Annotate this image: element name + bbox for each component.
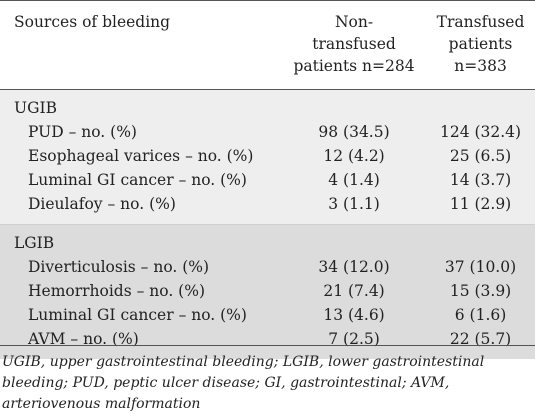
non-transfused-value: 21 (7.4) xyxy=(323,282,385,300)
non-transfused-value: 3 (1.1) xyxy=(328,195,380,213)
non-transfused-value: 12 (4.2) xyxy=(323,147,385,165)
table-row: Dieulafoy – no. (%) 3 (1.1) 11 (2.9) xyxy=(0,192,535,225)
non-transfused-value: 7 (2.5) xyxy=(328,330,380,348)
table-row: AVM – no. (%) 7 (2.5) 22 (5.7) xyxy=(0,327,535,359)
header-transfused-line-3: n=383 xyxy=(454,57,507,75)
row-label: Dieulafoy – no. (%) xyxy=(28,195,176,213)
transfused-value: 14 (3.7) xyxy=(449,171,512,189)
ugib-section: UGIB PUD – no. (%) 98 (34.5) 124 (32.4) … xyxy=(0,89,535,225)
table-row: Luminal GI cancer – no. (%) 13 (4.6) 6 (… xyxy=(0,303,535,327)
table-row: Luminal GI cancer – no. (%) 4 (1.4) 14 (… xyxy=(0,168,535,192)
lgib-section: LGIB Diverticulosis – no. (%) 34 (12.0) … xyxy=(0,224,535,359)
header-transfused-line-2: patients xyxy=(448,35,513,53)
row-label: AVM – no. (%) xyxy=(28,330,139,348)
non-transfused-value: 34 (12.0) xyxy=(318,258,390,276)
header-non-transfused-line-3: patients n=284 xyxy=(293,57,415,75)
row-label: Hemorrhoids – no. (%) xyxy=(28,282,206,300)
table-row: Diverticulosis – no. (%) 34 (12.0) 37 (1… xyxy=(0,255,535,279)
non-transfused-value: 4 (1.4) xyxy=(328,171,380,189)
empty-cell xyxy=(426,90,535,121)
table-row: Esophageal varices – no. (%) 12 (4.2) 25… xyxy=(0,144,535,168)
group-row: LGIB xyxy=(0,224,535,255)
transfused-value: 124 (32.4) xyxy=(439,123,522,141)
transfused-value: 25 (6.5) xyxy=(449,147,512,165)
table-header: Sources of bleeding Non- transfused pati… xyxy=(0,0,535,90)
non-transfused-value: 13 (4.6) xyxy=(323,306,385,324)
header-non-transfused-line-1: Non- xyxy=(334,13,374,31)
empty-cell xyxy=(282,224,427,255)
row-label: PUD – no. (%) xyxy=(28,123,137,141)
bleeding-sources-table: Sources of bleeding Non- transfused pati… xyxy=(0,0,535,359)
group-label-lgib: LGIB xyxy=(0,224,282,255)
row-label: Luminal GI cancer – no. (%) xyxy=(28,306,247,324)
table-row: Hemorrhoids – no. (%) 21 (7.4) 15 (3.9) xyxy=(0,279,535,303)
group-label-ugib: UGIB xyxy=(14,99,57,117)
empty-cell xyxy=(282,90,426,121)
transfused-value: 15 (3.9) xyxy=(449,282,512,300)
row-label: Luminal GI cancer – no. (%) xyxy=(28,171,247,189)
row-label: Esophageal varices – no. (%) xyxy=(28,147,254,165)
header-sources: Sources of bleeding xyxy=(0,0,282,90)
table-footnote: UGIB, upper gastrointestinal bleeding; L… xyxy=(0,345,535,415)
transfused-value: 6 (1.6) xyxy=(454,306,507,324)
header-row: Sources of bleeding Non- transfused pati… xyxy=(0,0,535,90)
header-non-transfused: Non- transfused patients n=284 xyxy=(282,0,427,90)
transfused-value: 37 (10.0) xyxy=(444,258,517,276)
header-transfused: Transfused patients n=383 xyxy=(426,0,535,90)
transfused-value: 11 (2.9) xyxy=(449,195,512,213)
empty-cell xyxy=(426,224,535,255)
transfused-value: 22 (5.7) xyxy=(449,330,512,348)
header-transfused-line-1: Transfused xyxy=(436,13,525,31)
table-row: PUD – no. (%) 98 (34.5) 124 (32.4) xyxy=(0,120,535,144)
row-label: Diverticulosis – no. (%) xyxy=(28,258,210,276)
header-non-transfused-line-2: transfused xyxy=(312,35,396,53)
group-row: UGIB xyxy=(0,90,535,121)
non-transfused-value: 98 (34.5) xyxy=(318,123,390,141)
